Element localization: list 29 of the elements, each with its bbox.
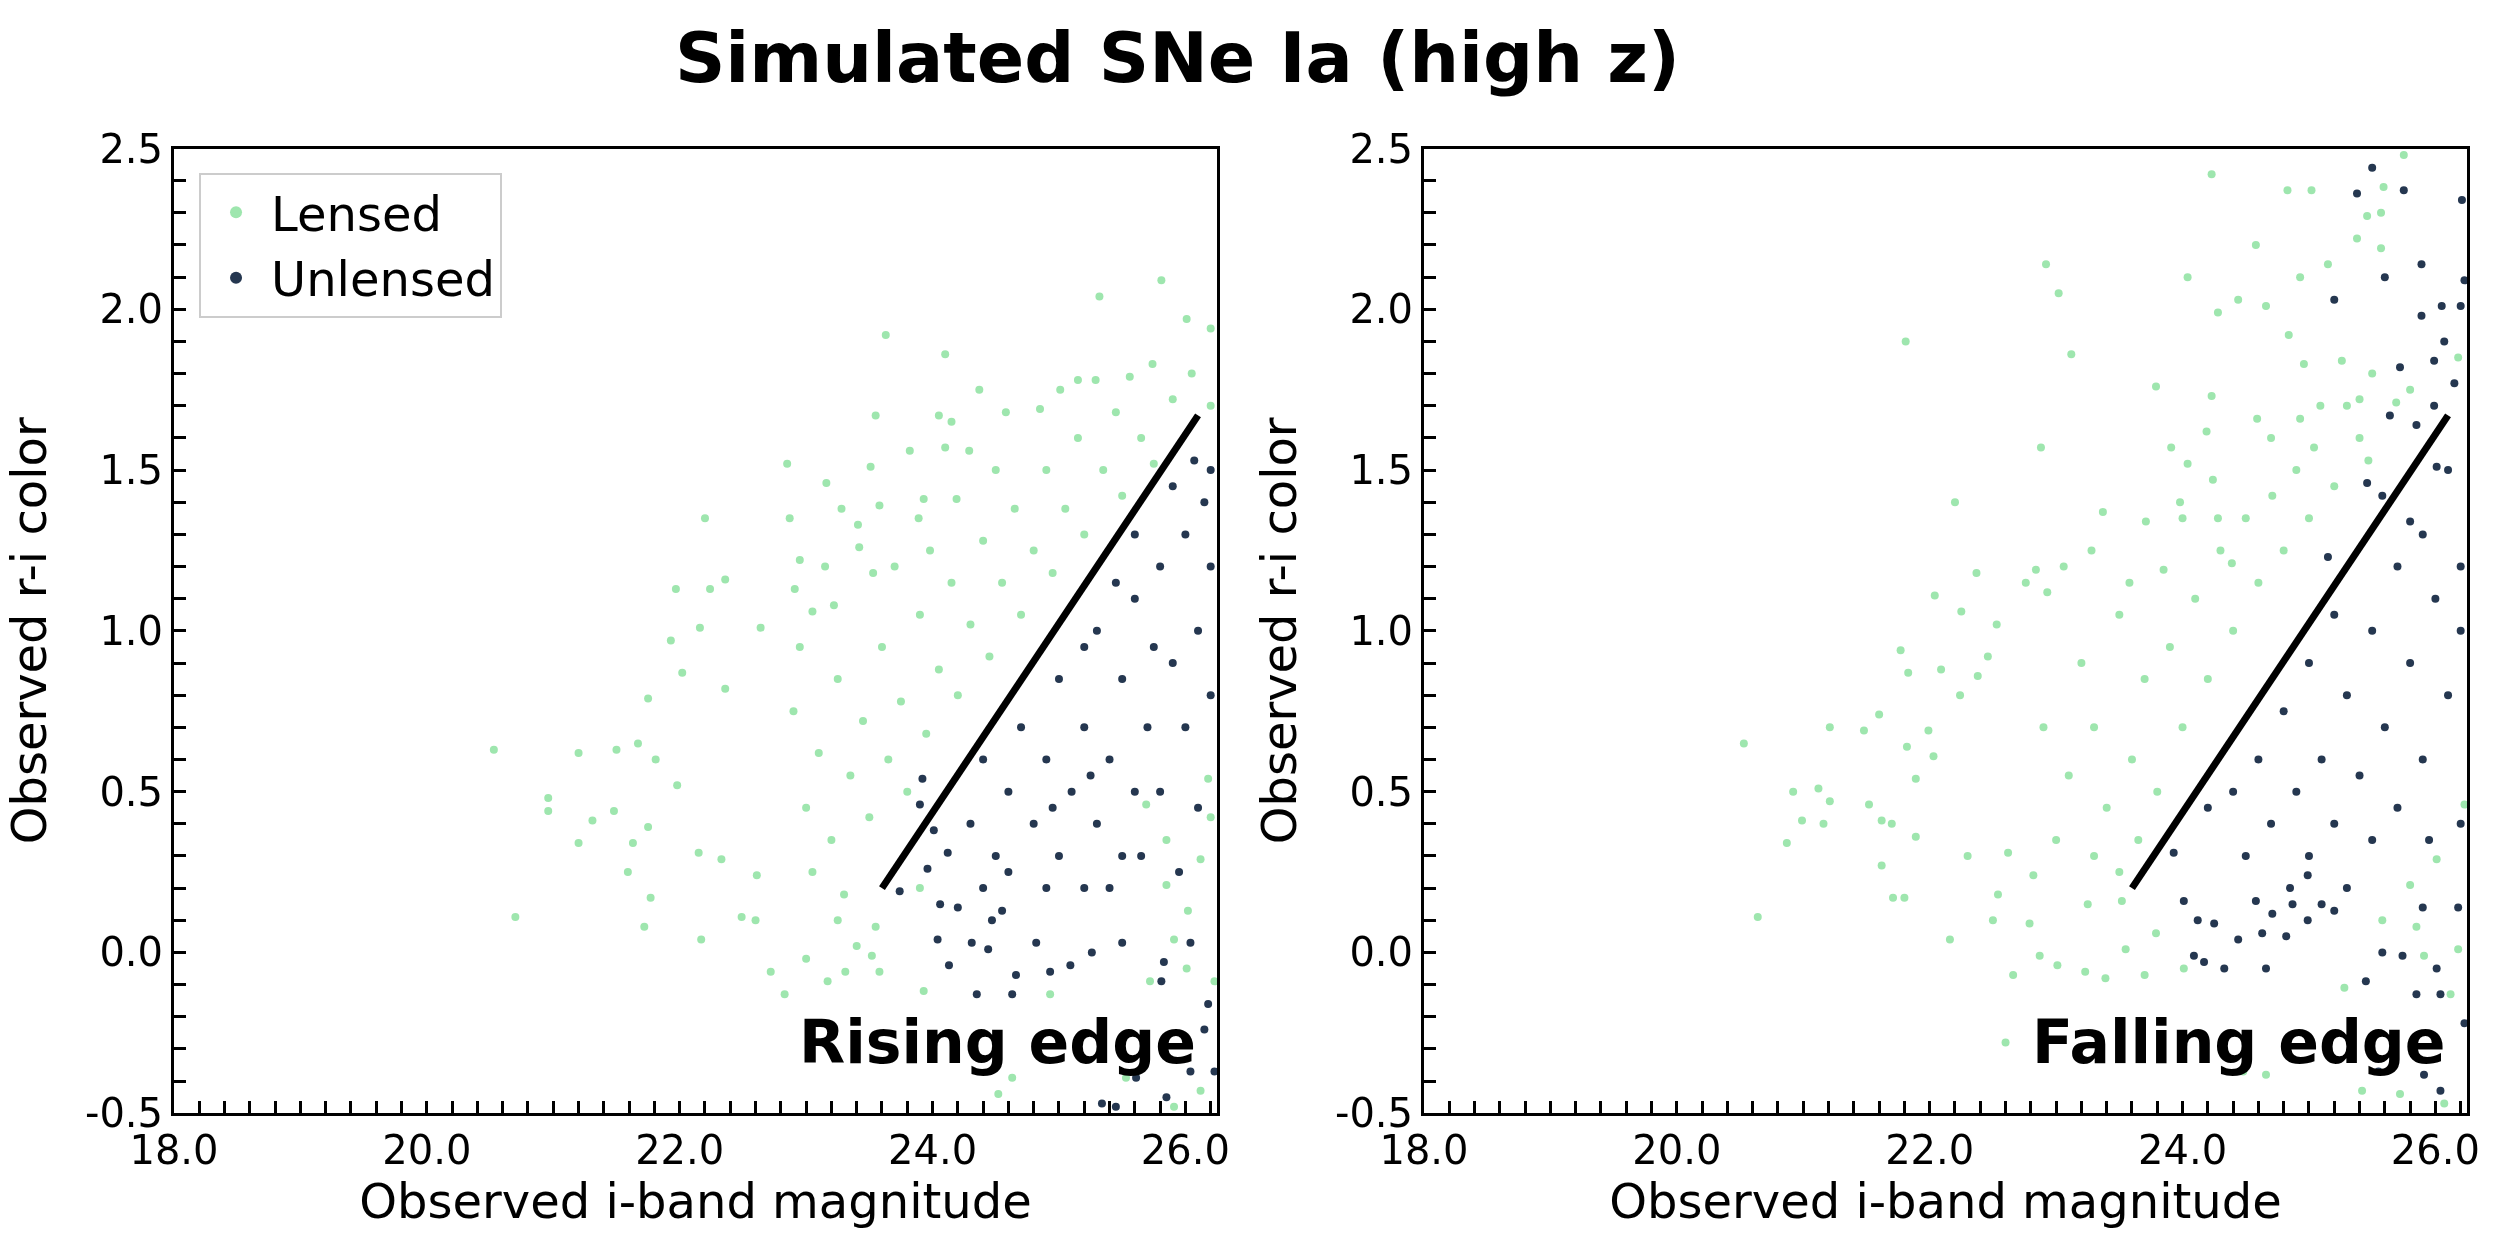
y-tick-label: 1.0: [1349, 607, 1413, 654]
chart-title: Simulated SNe Ia (high z): [674, 16, 1681, 99]
y-tick-label: 2.0: [1349, 286, 1413, 333]
x-tick-label: 26.0: [1140, 1127, 1230, 1174]
x-tick-label: 24.0: [888, 1127, 978, 1174]
legend-label: Lensed: [271, 186, 442, 243]
x-axis-title: Observed i-band magnitude: [359, 1173, 1032, 1230]
annotation: Falling edge: [2032, 1007, 2446, 1077]
y-tick-label: 0.0: [1349, 929, 1413, 976]
x-tick-label: 24.0: [2138, 1127, 2228, 1174]
y-tick-label: 0.5: [1349, 768, 1413, 815]
x-tick-label: 26.0: [2390, 1127, 2480, 1174]
y-tick-label: 1.5: [99, 447, 163, 494]
y-tick-label: 2.5: [99, 125, 163, 172]
y-tick-label: 0.5: [99, 768, 163, 815]
y-tick-label: 2.5: [1349, 125, 1413, 172]
x-tick-label: 22.0: [635, 1127, 725, 1174]
x-axis-title: Observed i-band magnitude: [1609, 1173, 2282, 1230]
y-tick-label: 0.0: [99, 929, 163, 976]
y-tick-label: 2.0: [99, 286, 163, 333]
y-axis-title: Observed r-i color: [0, 417, 57, 845]
annotation: Rising edge: [799, 1007, 1196, 1077]
x-tick-label: 20.0: [382, 1127, 472, 1174]
y-tick-label: 1.0: [99, 607, 163, 654]
y-tick-label: 1.5: [1349, 447, 1413, 494]
x-tick-label: 22.0: [1885, 1127, 1975, 1174]
x-tick-label: 20.0: [1632, 1127, 1722, 1174]
y-axis-title: Observed r-i color: [1250, 417, 1307, 845]
legend-label: Unlensed: [271, 251, 495, 308]
